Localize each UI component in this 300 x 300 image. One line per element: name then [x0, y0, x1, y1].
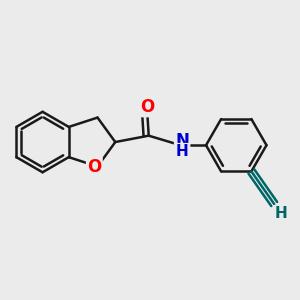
- Text: H: H: [176, 144, 188, 159]
- Text: H: H: [275, 206, 287, 221]
- Text: O: O: [140, 98, 154, 116]
- Text: N: N: [175, 132, 189, 150]
- Text: O: O: [87, 158, 101, 175]
